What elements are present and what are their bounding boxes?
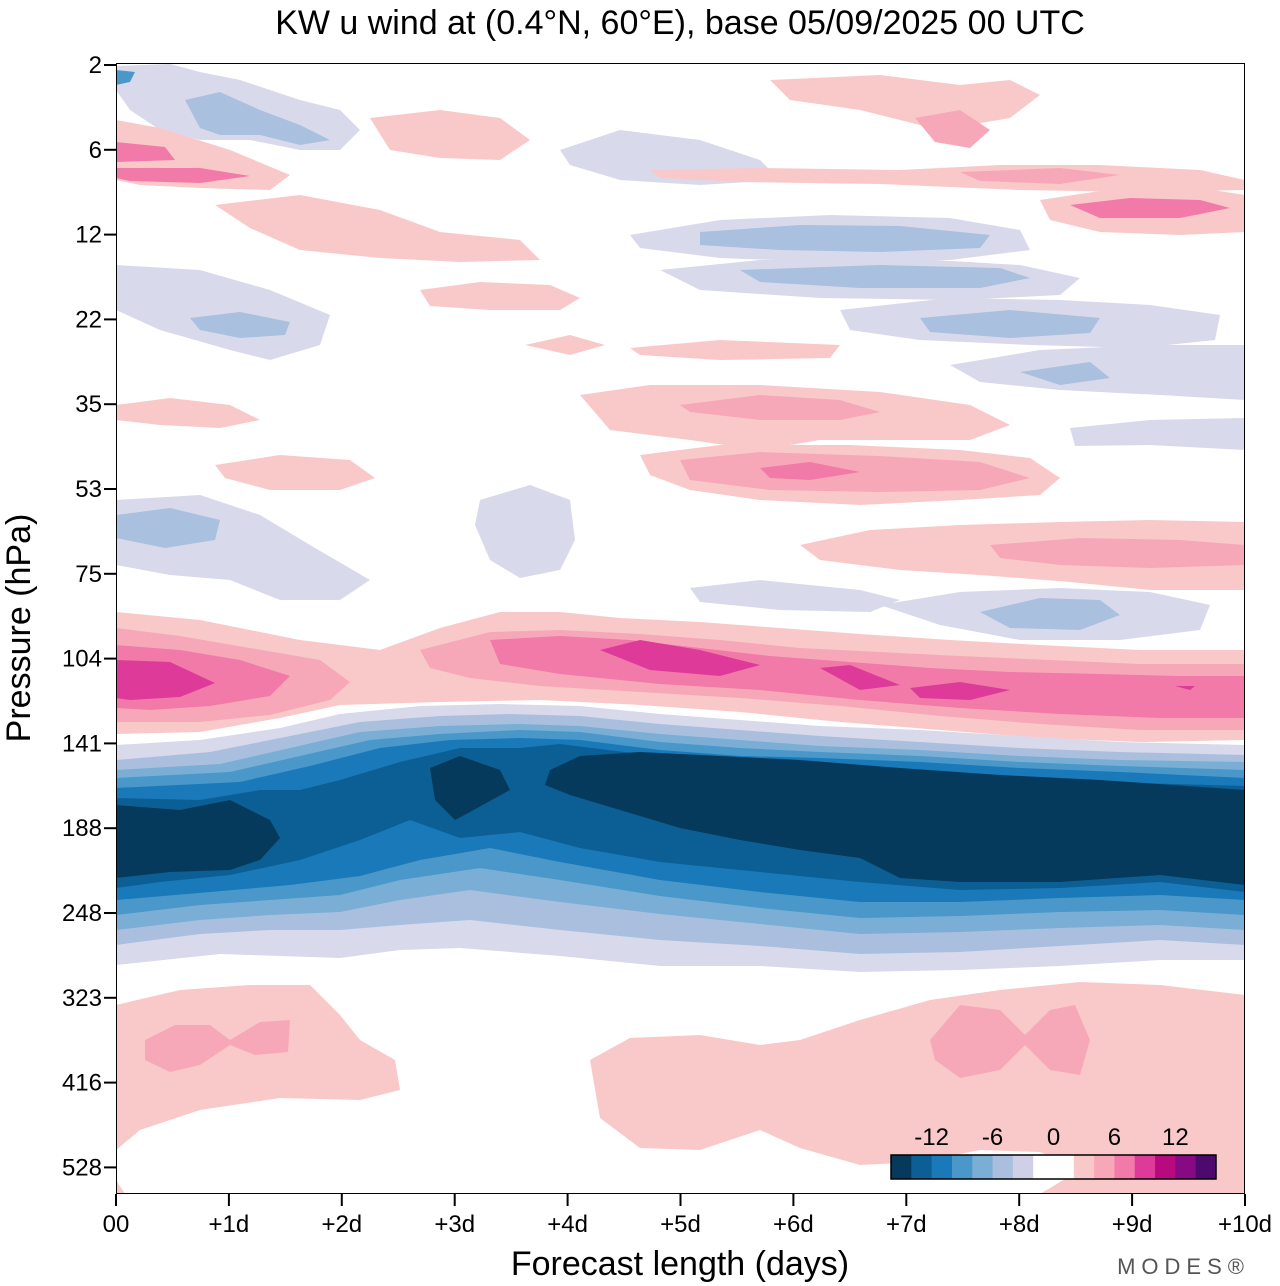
contour-region-westerly-6-core	[116, 142, 250, 183]
contour-region-westerly-band-12	[116, 640, 1195, 700]
modes-logo: MODES®	[1117, 1254, 1250, 1279]
contour-region-westerly-lower-left-core	[145, 1020, 290, 1072]
colorbar-swatch	[1134, 1155, 1156, 1179]
y-tick-label: 53	[75, 476, 102, 503]
contour-region-easterly-20	[116, 265, 330, 360]
colorbar-swatch	[1073, 1155, 1095, 1179]
y-tick-label: 6	[89, 137, 102, 164]
contour-region-easterly-12-core	[700, 225, 990, 252]
y-tick-label: 248	[62, 900, 102, 927]
x-axis-label: Forecast length (days)	[511, 1245, 849, 1283]
x-tick-label: +7d	[886, 1211, 927, 1238]
contour-region-easterly-60-core	[116, 508, 220, 548]
contour-region-easterly-upper-inner	[116, 70, 135, 85]
contour-region-westerly-lower-sliver	[116, 1180, 125, 1194]
x-axis: 00 +1d +2d +3d +4d +5d +6d +7d +8d +9d +10d	[103, 1194, 1272, 1238]
contour-region-westerly-25	[630, 340, 840, 360]
x-tick-label: +2d	[321, 1211, 362, 1238]
colorbar-label: -12	[914, 1124, 949, 1151]
x-tick-label: +1d	[209, 1211, 250, 1238]
y-axis-label: Pressure (hPa)	[0, 514, 38, 743]
y-tick-label: 141	[62, 730, 102, 757]
y-tick-label: 12	[75, 222, 102, 249]
colorbar-swatch	[972, 1155, 994, 1179]
x-tick-label: +9d	[1112, 1211, 1153, 1238]
contour-region-westerly-6b	[370, 110, 530, 160]
colorbar-swatch	[1094, 1155, 1115, 1179]
y-tick-label: 104	[62, 646, 102, 673]
contour-region-easterly-30-core	[1020, 362, 1110, 385]
x-tick-label: +5d	[660, 1211, 701, 1238]
contour-region-easterly-85	[690, 580, 900, 612]
contour-region-westerly-12-core	[1070, 198, 1230, 218]
contour-region-easterly-40	[1070, 418, 1245, 450]
x-tick-label: 00	[103, 1211, 130, 1238]
contour-region-westerly-25b	[525, 335, 605, 355]
contour-region-easterly-22-core	[920, 310, 1100, 338]
colorbar-frame	[890, 1154, 1217, 1180]
contour-region-easterly-90-core	[980, 598, 1120, 630]
x-tick-label: +4d	[547, 1211, 588, 1238]
y-axis: 2 6 12 22 35 53 75 104 141 188 248 323 416 528	[62, 52, 116, 1181]
contour-region-easterly-20-core	[190, 312, 290, 338]
plot-area	[116, 63, 1245, 1194]
colorbar: -12 -6 0 6 12	[890, 1124, 1217, 1180]
colorbar-swatch	[1033, 1155, 1054, 1179]
contour-region-easterly-55b	[475, 485, 575, 578]
y-tick-label: 528	[62, 1154, 102, 1181]
colorbar-swatch	[1012, 1155, 1034, 1179]
contour-region-westerly-18	[420, 282, 580, 310]
colorbar-swatch	[1114, 1155, 1136, 1179]
chart-title: KW u wind at (0.4°N, 60°E), base 05/09/2…	[275, 4, 1085, 42]
colorbar-swatch	[1175, 1155, 1197, 1179]
colorbar-swatch	[992, 1155, 1014, 1179]
contour-region-westerly-38b	[116, 398, 260, 428]
x-tick-label: +10d	[1218, 1211, 1272, 1238]
colorbar-swatch	[951, 1155, 973, 1179]
y-tick-label: 22	[75, 306, 102, 333]
contour-region-westerly-9-core	[960, 168, 1120, 184]
colorbar-label: 12	[1162, 1124, 1189, 1151]
colorbar-swatch	[891, 1155, 912, 1179]
colorbar-swatch	[1053, 1155, 1075, 1179]
contour-region-easterly-jet-core	[116, 752, 1245, 885]
contour-region-westerly-9	[650, 165, 1245, 192]
colorbar-swatch	[931, 1155, 953, 1179]
y-tick-label: 2	[89, 52, 102, 79]
contour-region-westerly-4-core	[915, 110, 990, 148]
x-tick-label: +8d	[999, 1211, 1040, 1238]
colorbar-label: 0	[1047, 1124, 1060, 1151]
y-tick-label: 75	[75, 561, 102, 588]
y-tick-label: 323	[62, 985, 102, 1012]
y-tick-label: 35	[75, 391, 102, 418]
colorbar-label: -6	[982, 1124, 1003, 1151]
colorbar-label: 6	[1108, 1124, 1121, 1151]
contour-region-easterly-16-core	[740, 265, 1030, 288]
contour-region-westerly-50-inner	[760, 462, 860, 480]
contour-region-westerly-50b	[215, 455, 375, 490]
x-tick-label: +6d	[773, 1211, 814, 1238]
y-tick-label: 416	[62, 1070, 102, 1097]
y-tick-label: 188	[62, 815, 102, 842]
contour-region-westerly-70-core	[990, 538, 1245, 568]
contour-region-easterly-upper-core	[185, 92, 330, 145]
contour-region-westerly-lower-right-core	[930, 1005, 1090, 1078]
contour-region-westerly-38-core	[680, 395, 880, 420]
colorbar-swatch	[1195, 1155, 1217, 1179]
x-tick-label: +3d	[434, 1211, 475, 1238]
contour-region-westerly-12b	[215, 195, 540, 262]
contour-region-westerly-4	[770, 75, 1040, 130]
colorbar-swatch	[911, 1155, 933, 1179]
colorbar-swatch	[1155, 1155, 1176, 1179]
